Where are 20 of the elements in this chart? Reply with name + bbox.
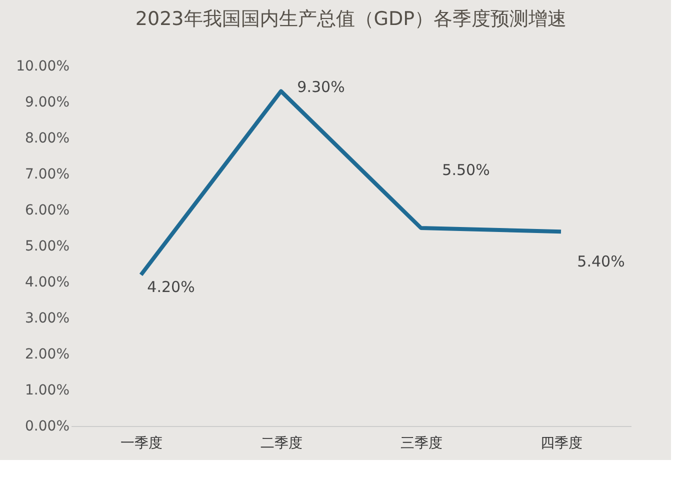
y-tick-label: 5.00% [25,238,70,254]
text: 5.50% [442,161,490,179]
text: 4.20% [147,278,195,296]
x-tick-label: 一季度 [120,436,162,452]
y-tick-label: 10.00% [16,58,70,74]
y-tick-label: 0.00% [25,418,70,434]
y-tick-label: 8.00% [25,130,70,146]
y-tick-label: 4.00% [25,274,70,290]
text: 5.40% [577,252,625,271]
y-tick-label: 7.00% [25,166,70,182]
x-tick-label: 四季度 [540,436,582,452]
text: 9.30% [297,78,345,96]
y-tick-label: 1.00% [25,382,70,398]
y-tick-label: 2.00% [25,346,70,362]
y-tick-label: 6.00% [25,202,70,218]
x-tick-label: 二季度 [260,436,302,452]
y-tick-label: 9.00% [25,94,70,110]
x-tick-label: 三季度 [400,436,442,452]
y-tick-label: 3.00% [25,310,70,326]
chart-title: 2023年我国国内生产总值（GDP）各季度预测增速 [135,8,567,30]
